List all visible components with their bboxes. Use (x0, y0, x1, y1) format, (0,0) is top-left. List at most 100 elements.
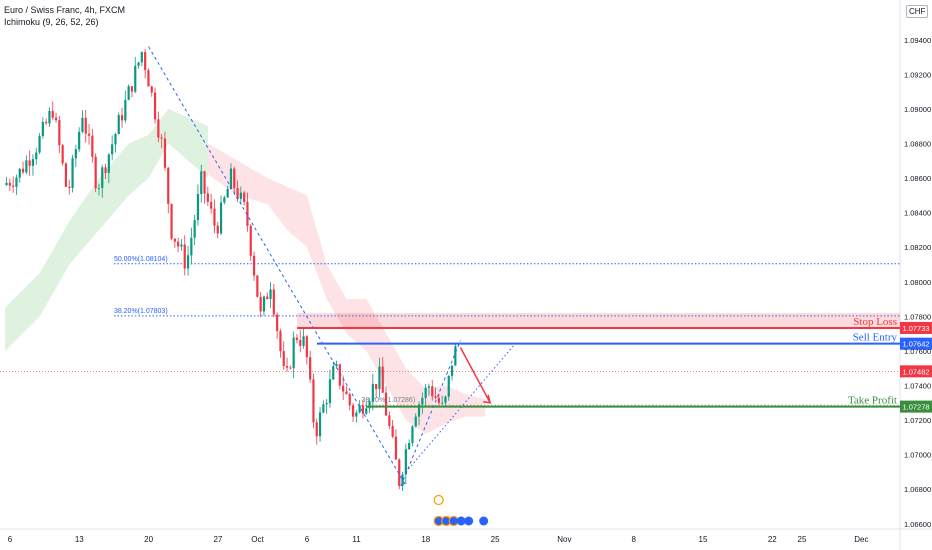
y-tick-label: 1.07800 (904, 312, 931, 321)
candle-body (262, 296, 266, 312)
y-tick-label: 1.08800 (904, 139, 931, 148)
candle-body (252, 255, 256, 276)
candle-body (97, 187, 101, 189)
candle-body (427, 386, 431, 388)
candle-body (153, 92, 157, 120)
y-tick-label: 1.06800 (904, 485, 931, 494)
candle-body (81, 117, 84, 132)
candle-body (12, 185, 15, 187)
candle-body (361, 405, 365, 414)
candle-body (134, 65, 137, 92)
candle-body (140, 52, 143, 63)
candle-body (398, 459, 401, 486)
chart-legend: Euro / Swiss Franc, 4h, FXCM Ichimoku (9… (4, 4, 125, 28)
candle-body (408, 443, 411, 450)
x-tick-label: 11 (352, 535, 361, 544)
x-tick-label: 6 (305, 535, 310, 544)
y-tick-label: 1.07000 (904, 451, 931, 460)
candle-body (351, 405, 355, 417)
candle-body (183, 244, 186, 269)
candle-body (18, 168, 21, 178)
candle-body (315, 422, 318, 437)
candle-body (342, 385, 345, 392)
indicator-label: Ichimoku (9, 26, 52, 26) (4, 17, 99, 27)
y-tick-label: 1.09400 (904, 36, 931, 45)
candle-body (276, 314, 279, 332)
candle-body (68, 186, 71, 188)
candle-body (167, 167, 170, 205)
candle-body (173, 238, 176, 242)
candle-body (74, 149, 77, 159)
candle-body (54, 117, 58, 121)
candle-body (137, 62, 140, 66)
projection-arrow-line (459, 347, 491, 404)
candle-body (299, 340, 302, 346)
candle-body (279, 331, 282, 352)
candle-body (117, 115, 120, 135)
candle-body (335, 364, 338, 367)
candle-body (437, 397, 440, 403)
candle-body (414, 416, 417, 427)
x-tick-label: 27 (213, 535, 222, 544)
candle-body (35, 152, 38, 160)
price-tag (900, 321, 932, 334)
x-tick-label: 8 (631, 535, 636, 544)
candle-body (318, 412, 322, 437)
candle-body (180, 244, 183, 247)
trend-line (400, 340, 461, 486)
level-label: Stop Loss (853, 316, 897, 328)
economic-event-marker (479, 516, 489, 526)
y-tick-label: 1.08400 (904, 209, 931, 218)
candle-body (38, 136, 41, 153)
candle-body (48, 110, 51, 124)
candle-body (150, 86, 153, 93)
candle-body (130, 86, 134, 92)
candle-body (292, 337, 295, 369)
candle-body (157, 119, 160, 138)
candle-body (431, 386, 434, 397)
candle-body (170, 204, 173, 239)
candle-body (249, 225, 252, 256)
candle-body (226, 189, 229, 198)
x-tick-label: Nov (557, 535, 571, 544)
economic-event-marker (464, 516, 474, 526)
price-tag-label: 1.07642 (902, 340, 929, 349)
candle-body (444, 396, 447, 403)
candle-body (160, 137, 163, 139)
candle-body (381, 366, 384, 393)
candle-body (107, 154, 110, 173)
candle-body (355, 412, 358, 417)
fib-level-label: 50.00%(1.08104) (114, 256, 168, 263)
candle-body (269, 289, 272, 300)
candle-body (28, 160, 31, 166)
candle-body (8, 182, 11, 186)
candle-body (94, 156, 97, 189)
candle-body (84, 117, 87, 134)
ichimoku-cloud-bearish (208, 143, 486, 434)
candle-body (447, 375, 450, 397)
level-label: Take Profit (848, 395, 897, 407)
candle-body (186, 255, 190, 269)
candle-body (404, 449, 407, 475)
ichimoku-cloud-bullish (5, 108, 208, 351)
candle-body (391, 426, 394, 437)
candle-body (177, 241, 180, 247)
candle-body (193, 220, 196, 238)
price-tag-label: 1.07733 (902, 324, 929, 333)
candle-body (21, 168, 25, 173)
x-tick-label: Dec (854, 535, 868, 544)
candle-body (285, 365, 289, 368)
y-tick-label: 1.07200 (904, 416, 931, 425)
candle-body (256, 275, 259, 297)
candle-body (64, 163, 68, 187)
x-tick-label: 22 (768, 535, 777, 544)
candle-body (371, 383, 374, 402)
candle-body (441, 402, 444, 404)
y-tick-label: 1.06600 (904, 520, 931, 529)
candle-body (348, 394, 351, 406)
candle-body (401, 474, 404, 486)
candle-body (358, 405, 361, 413)
y-tick-label: 1.08200 (904, 243, 931, 252)
currency-tag[interactable]: CHF (906, 5, 929, 18)
